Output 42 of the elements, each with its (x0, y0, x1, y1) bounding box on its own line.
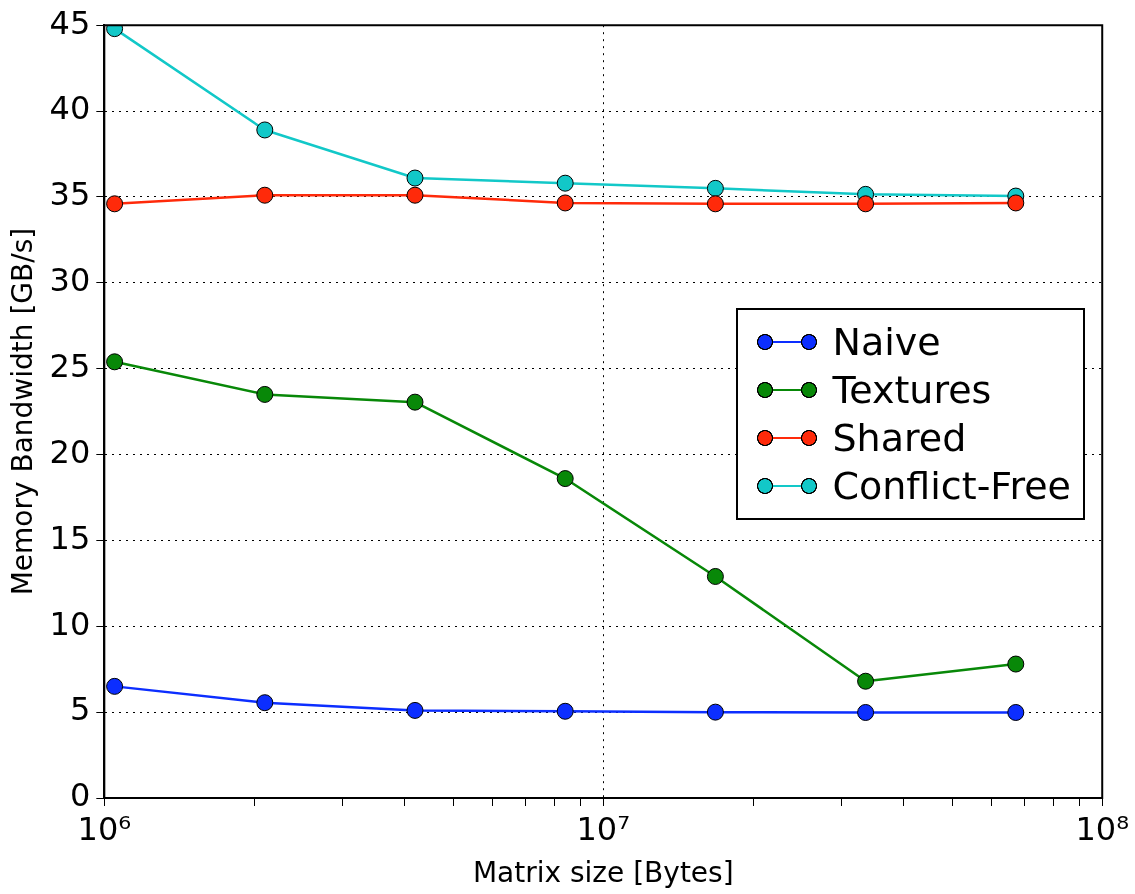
point (857, 703, 875, 721)
y-tick-label: 40 (49, 89, 91, 128)
y-tick-label: 45 (49, 3, 91, 42)
point (106, 195, 124, 213)
point (406, 701, 424, 719)
legend-label: Naive (832, 319, 941, 366)
y-tick-label: 25 (49, 346, 91, 385)
point (256, 121, 274, 139)
x-tick-label: 10⁷ (576, 809, 631, 848)
y-tick-label: 20 (49, 432, 91, 471)
x-tick-label: 10⁸ (1075, 809, 1129, 848)
point (256, 385, 274, 403)
y-tick-label: 35 (49, 175, 91, 214)
point (256, 694, 274, 712)
point (1007, 703, 1025, 721)
point (857, 195, 875, 213)
point (406, 169, 424, 187)
point (106, 353, 124, 371)
x-axis-title: Matrix size [Bytes] (472, 856, 734, 890)
point (256, 186, 274, 204)
point (1007, 194, 1025, 212)
point (857, 672, 875, 690)
legend-label: Conflict-Free (832, 463, 1071, 510)
legend-label: Shared (832, 415, 967, 462)
point (706, 195, 724, 213)
point (556, 470, 574, 488)
point (706, 179, 724, 197)
y-tick-label: 15 (49, 518, 91, 557)
point (706, 703, 724, 721)
point (406, 186, 424, 204)
y-tick-label: 5 (69, 690, 91, 729)
point (1007, 655, 1025, 673)
legend-label: Textures (832, 367, 992, 414)
y-tick-label: 30 (49, 261, 91, 300)
y-tick-label: 10 (49, 604, 91, 643)
point (556, 194, 574, 212)
point (106, 677, 124, 695)
y-axis-title: Memory Bandwidth [GB/s] (6, 227, 40, 596)
point (556, 702, 574, 720)
point (706, 567, 724, 585)
point (556, 174, 574, 192)
point (406, 393, 424, 411)
